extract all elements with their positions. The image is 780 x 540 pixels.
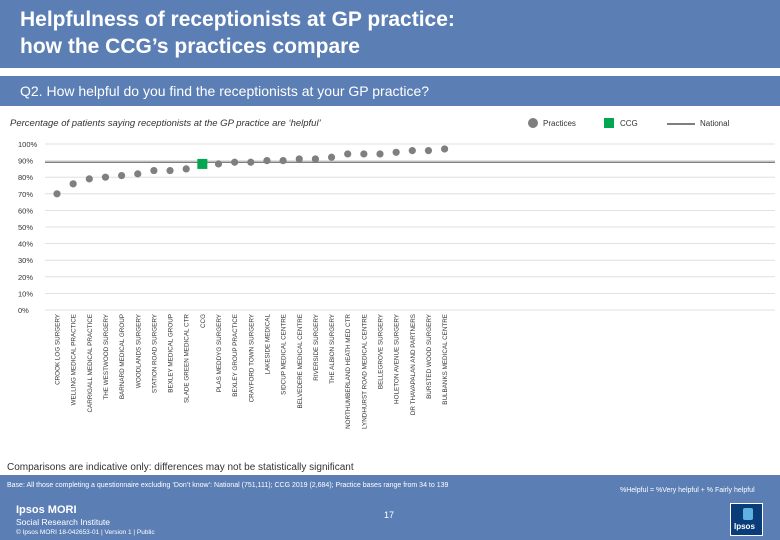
y-tick-label: 100% xyxy=(18,140,38,149)
x-category-label: BELVEDERE MEDICAL CENTRE xyxy=(297,314,304,408)
x-category-label: CARRIGALL MEDICAL PRACTICE xyxy=(87,314,94,413)
y-tick-label: 10% xyxy=(18,289,33,298)
practice-point xyxy=(344,150,352,158)
practice-point xyxy=(231,158,239,166)
x-category-label: THE ALBION SURGERY xyxy=(329,313,336,384)
brand-name: Ipsos MORI xyxy=(16,504,77,516)
practice-point xyxy=(214,160,223,168)
practice-point xyxy=(392,148,400,156)
practice-point xyxy=(311,155,319,163)
legend-national-label: National xyxy=(700,119,730,128)
brand-subtitle: Social Research Institute xyxy=(16,517,111,527)
practice-point xyxy=(101,173,110,181)
practice-point xyxy=(295,155,303,163)
x-category-label: LYNDHURST ROAD MEDICAL CENTRE xyxy=(361,314,368,429)
practice-point xyxy=(134,170,142,178)
x-category-label: THE WESTWOOD SURGERY xyxy=(103,313,110,399)
practice-point xyxy=(85,175,93,183)
x-category-label: WOODLANDS SURGERY xyxy=(135,313,142,388)
x-category-label: DR THAVAPALAN AND PARTNERS xyxy=(410,314,417,415)
ipsos-logo-text: Ipsos xyxy=(734,522,755,531)
x-category-label: CCG xyxy=(200,314,207,328)
y-tick-label: 50% xyxy=(18,223,33,232)
legend-ccg-label: CCG xyxy=(620,119,638,128)
copyright-text: © Ipsos MORI 18-042653-01 | Version 1 | … xyxy=(16,529,155,536)
ccg-marker xyxy=(197,158,208,169)
practice-point xyxy=(150,166,158,175)
page-title-line-2: how the CCG’s practices compare xyxy=(20,35,360,58)
header-bar: Helpfulness of receptionists at GP pract… xyxy=(0,0,780,68)
footer-bar: Base: All those completing a questionnai… xyxy=(0,475,780,540)
practice-point xyxy=(247,158,255,166)
x-category-label: BARNARD MEDICAL GROUP xyxy=(119,314,126,399)
legend-practices-marker xyxy=(528,118,538,128)
x-category-label: BELLEGROVE SURGERY xyxy=(378,313,385,389)
practice-point xyxy=(69,180,77,188)
practice-comparison-chart: 0% 10% 20% 30% 40% 50% 60% 70% 80% 90% 100% CROOK L… xyxy=(18,140,775,429)
practice-point xyxy=(424,147,433,155)
ipsos-logo: Ipsos xyxy=(730,503,763,536)
y-tick-label: 30% xyxy=(18,256,33,265)
x-category-label: STATION ROAD SURGERY xyxy=(151,313,158,393)
base-note: Base: All those completing a questionnai… xyxy=(7,482,449,489)
practice-point xyxy=(182,165,190,173)
x-category-label: LAKESIDE MEDICAL xyxy=(264,314,271,375)
comparison-note: Comparisons are indicative only: differe… xyxy=(7,462,354,473)
practice-point xyxy=(376,150,384,158)
x-category-label: BURSTED WOOD SURGERY xyxy=(426,313,433,399)
practice-point xyxy=(327,153,336,161)
x-category-label: SLADE GREEN MEDICAL CTR xyxy=(184,314,191,403)
practice-point xyxy=(279,157,287,165)
x-category-label: CROOK LOG SURGERY xyxy=(55,313,62,385)
practice-point xyxy=(360,150,368,158)
legend-national-marker xyxy=(667,123,695,125)
x-category-label: BEXLEY MEDICAL GROUP xyxy=(168,314,175,393)
question-text: Q2. How helpful do you find the receptio… xyxy=(20,83,430,99)
page-number: 17 xyxy=(384,510,395,520)
ipsos-logo-mark xyxy=(743,508,753,520)
legend-ccg-marker xyxy=(604,118,614,128)
x-category-label: PLAS MEDDYG SURGERY xyxy=(216,313,223,392)
y-tick-label: 60% xyxy=(18,206,33,215)
helpful-formula: %Helpful = %Very helpful + % Fairly help… xyxy=(620,487,755,494)
y-tick-label: 0% xyxy=(18,306,29,315)
y-tick-label: 20% xyxy=(18,273,33,282)
y-tick-label: 40% xyxy=(18,240,33,249)
x-category-label: NORTHUMBERLAND HEATH MED CTR xyxy=(345,314,352,429)
question-bar: Q2. How helpful do you find the receptio… xyxy=(0,76,780,106)
x-category-label: BEXLEY GROUP PRACTICE xyxy=(232,314,239,397)
practice-point xyxy=(166,166,174,175)
legend-practices-label: Practices xyxy=(543,119,576,128)
y-tick-label: 80% xyxy=(18,173,33,182)
practice-point xyxy=(263,157,271,165)
x-category-label: RIVERSIDE SURGERY xyxy=(313,313,320,381)
y-tick-label: 90% xyxy=(18,157,33,166)
x-category-label: WELLING MEDICAL PRACTICE xyxy=(71,314,78,405)
page-title-line-1: Helpfulness of receptionists at GP pract… xyxy=(20,8,455,31)
x-category-label: HOLETON AVENUE SURGERY xyxy=(394,313,401,404)
x-category-label: BULBANKS MEDICAL CENTRE xyxy=(442,314,449,405)
x-category-label: SIDCUP MEDICAL CENTRE xyxy=(281,314,288,395)
x-category-label: CRAYFORD TOWN SURGERY xyxy=(248,313,255,402)
practice-point xyxy=(408,147,416,155)
chart-subtitle: Percentage of patients saying receptioni… xyxy=(10,118,321,129)
y-tick-label: 70% xyxy=(18,190,33,199)
practice-point xyxy=(118,171,126,180)
practice-point xyxy=(441,145,449,153)
practice-point xyxy=(53,190,61,198)
